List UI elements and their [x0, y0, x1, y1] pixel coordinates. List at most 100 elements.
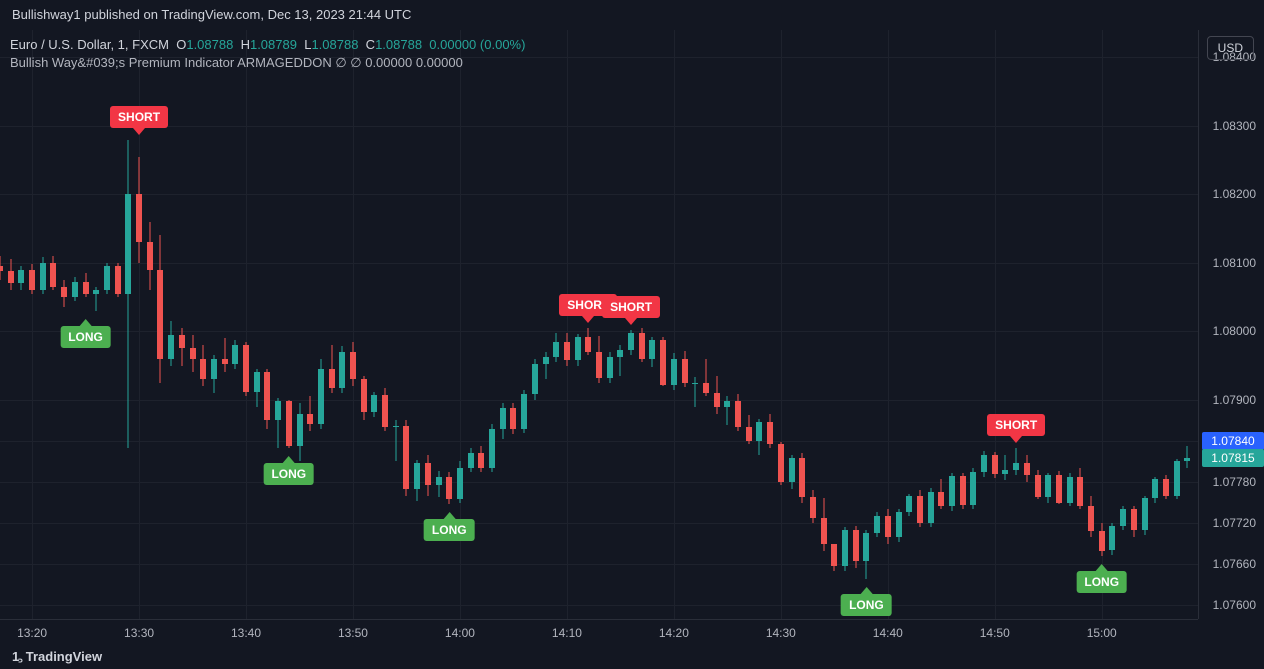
o-label: O [176, 37, 186, 52]
price-axis[interactable]: 1.084001.083001.082001.081001.080001.079… [1198, 30, 1264, 619]
candle [488, 30, 496, 619]
x-tick-label: 13:40 [231, 626, 261, 640]
candle [360, 30, 368, 619]
candle [980, 30, 988, 619]
candle [28, 30, 36, 619]
candle [531, 30, 539, 619]
brand-text: TradingView [26, 649, 102, 664]
candle [317, 30, 325, 619]
short-marker: SHORT [987, 414, 1045, 443]
long-marker: LONG [1076, 564, 1127, 593]
candle [916, 30, 924, 619]
candle [381, 30, 389, 619]
candle [862, 30, 870, 619]
currency-badge[interactable]: USD [1207, 36, 1254, 60]
candle [17, 30, 25, 619]
y-tick-label: 1.08100 [1213, 256, 1256, 270]
candle [681, 30, 689, 619]
candle [0, 30, 4, 619]
o-value: 1.08788 [186, 37, 233, 52]
long-marker: LONG [841, 587, 892, 616]
candle [723, 30, 731, 619]
candle [328, 30, 336, 619]
x-tick-label: 13:20 [17, 626, 47, 640]
candle [1098, 30, 1106, 619]
candle [167, 30, 175, 619]
candle [221, 30, 229, 619]
x-tick-label: 14:50 [980, 626, 1010, 640]
candle [1130, 30, 1138, 619]
candle [263, 30, 271, 619]
candle [584, 30, 592, 619]
candle [1044, 30, 1052, 619]
candle [338, 30, 346, 619]
candle [670, 30, 678, 619]
candle [1108, 30, 1116, 619]
candle [969, 30, 977, 619]
time-axis[interactable]: 13:2013:3013:4013:5014:0014:1014:2014:30… [0, 619, 1198, 647]
candle [959, 30, 967, 619]
candle [713, 30, 721, 619]
candle [830, 30, 838, 619]
candle [231, 30, 239, 619]
candle [413, 30, 421, 619]
x-tick-label: 14:20 [659, 626, 689, 640]
tv-logo-icon: 1꜆ [12, 647, 22, 665]
candle [499, 30, 507, 619]
candle [702, 30, 710, 619]
candle [178, 30, 186, 619]
y-tick-label: 1.08300 [1213, 119, 1256, 133]
candle [1055, 30, 1063, 619]
x-tick-label: 13:50 [338, 626, 368, 640]
candle [777, 30, 785, 619]
short-marker: SHORT [110, 106, 168, 135]
candle [349, 30, 357, 619]
publish-text: Bullishway1 published on TradingView.com… [12, 7, 411, 22]
candle [210, 30, 218, 619]
x-tick-label: 14:40 [873, 626, 903, 640]
candle [7, 30, 15, 619]
y-tick-label: 1.07660 [1213, 557, 1256, 571]
candle [937, 30, 945, 619]
l-value: 1.08788 [311, 37, 358, 52]
candle [734, 30, 742, 619]
candle [884, 30, 892, 619]
candle [520, 30, 528, 619]
long-marker: LONG [60, 319, 111, 348]
candle [392, 30, 400, 619]
candle [296, 30, 304, 619]
publish-header: Bullishway1 published on TradingView.com… [0, 0, 1264, 28]
short-marker: SHORT [602, 296, 660, 325]
c-label: C [366, 37, 375, 52]
h-label: H [241, 37, 250, 52]
y-tick-label: 1.07720 [1213, 516, 1256, 530]
candle [370, 30, 378, 619]
candle [39, 30, 47, 619]
candle [873, 30, 881, 619]
candle [1119, 30, 1127, 619]
y-tick-label: 1.08200 [1213, 187, 1256, 201]
symbol-legend: Euro / U.S. Dollar, 1, FXCM O1.08788 H1.… [10, 36, 525, 72]
change-value: 0.00000 [429, 37, 476, 52]
chart-pane[interactable]: LONGSHORTLONGLONGSHORTSHORTLONGSHORTLONG [0, 30, 1198, 619]
candle [1001, 30, 1009, 619]
candle [199, 30, 207, 619]
x-tick-label: 14:30 [766, 626, 796, 640]
candle [809, 30, 817, 619]
candle [841, 30, 849, 619]
candle [798, 30, 806, 619]
y-tick-label: 1.08000 [1213, 324, 1256, 338]
candle [242, 30, 250, 619]
candle [820, 30, 828, 619]
candle [574, 30, 582, 619]
y-tick-label: 1.07600 [1213, 598, 1256, 612]
candle [745, 30, 753, 619]
candle [1012, 30, 1020, 619]
candle [1066, 30, 1074, 619]
candle [1151, 30, 1159, 619]
x-tick-label: 14:00 [445, 626, 475, 640]
candle [253, 30, 261, 619]
candle [905, 30, 913, 619]
x-tick-label: 15:00 [1087, 626, 1117, 640]
candle [1173, 30, 1181, 619]
